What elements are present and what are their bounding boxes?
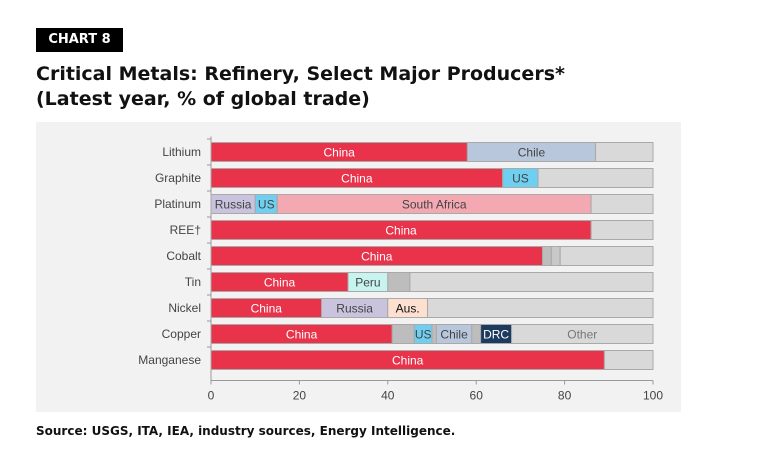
segment-label: China [392,354,424,368]
segment-label: US [415,328,432,342]
bar-segment [427,298,654,318]
bar-segment [409,272,654,292]
segment-label: China [286,328,318,342]
bar-segment [542,246,552,266]
bar-segment [590,220,654,240]
segment-label: DRC [483,328,509,342]
x-tick-label: 80 [558,389,572,403]
segment-label: Russia [215,198,252,212]
segment-label: Chile [440,328,468,342]
chart-title: Critical Metals: Refinery, Select Major … [36,62,565,112]
segment-label: China [385,224,417,238]
bar-segment [387,272,411,292]
category-label: Lithium [162,145,201,159]
segment-label: China [264,276,296,290]
segment-label: Aus. [396,302,420,316]
x-tick-label: 0 [208,389,215,403]
category-label: Tin [185,275,201,289]
title-line-1: Critical Metals: Refinery, Select Major … [36,63,565,85]
category-label: Copper [162,327,201,341]
segment-label: Russia [336,302,373,316]
bar-segment [590,194,654,214]
segment-label: China [251,302,283,316]
bar-segment [550,246,561,266]
x-tick-label: 40 [381,389,395,403]
category-label: Cobalt [166,249,201,263]
bar-segment [537,168,654,188]
bar-segment [595,142,654,162]
bar-segment [471,324,482,344]
bar-segment [559,246,654,266]
title-line-2: (Latest year, % of global trade) [36,88,370,110]
segment-label: US [258,198,275,212]
category-label: Platinum [154,197,201,211]
category-label: Graphite [155,171,201,185]
bar-segment [431,324,437,344]
x-tick-label: 60 [470,389,484,403]
segment-label: US [512,172,529,186]
segment-label: China [324,146,356,160]
category-label: Nickel [168,301,201,315]
bar-segment [391,324,415,344]
segment-label: Peru [355,276,380,290]
segment-label: China [341,172,373,186]
segment-label: Chile [518,146,546,160]
segment-label: China [361,250,393,264]
x-tick-label: 20 [293,389,307,403]
segment-label: Other [567,328,597,342]
category-label: Manganese [138,353,201,367]
source-note: Source: USGS, ITA, IEA, industry sources… [36,424,456,438]
chart-badge: CHART 8 [36,28,123,52]
segment-label: South Africa [402,198,467,212]
bar-segment [511,324,654,344]
bar-segment [603,350,654,370]
x-tick-label: 100 [643,389,663,403]
category-label: REE† [170,223,201,237]
